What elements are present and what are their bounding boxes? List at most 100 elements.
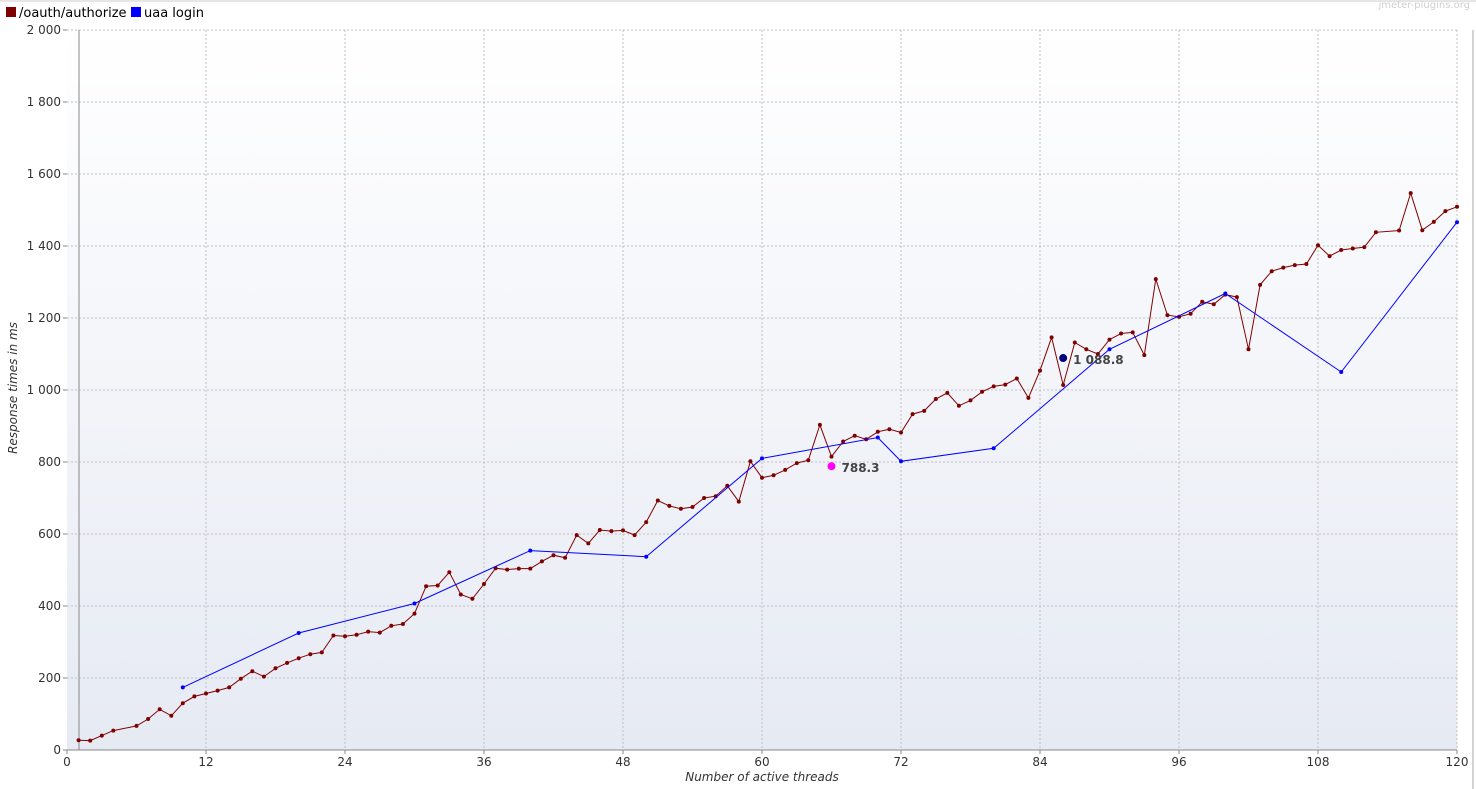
data-point-oauth-authorize[interactable]: [88, 738, 93, 743]
data-point-oauth-authorize[interactable]: [285, 660, 290, 665]
data-point-oauth-authorize[interactable]: [1373, 230, 1378, 235]
data-point-oauth-authorize[interactable]: [1408, 191, 1413, 196]
data-point-oauth-authorize[interactable]: [621, 528, 625, 533]
data-point-oauth-authorize[interactable]: [76, 738, 81, 743]
data-point-oauth-authorize[interactable]: [389, 623, 394, 628]
data-point-oauth-authorize[interactable]: [1234, 295, 1239, 300]
data-point-oauth-authorize[interactable]: [377, 630, 382, 635]
data-point-oauth-authorize[interactable]: [146, 717, 151, 721]
data-point-oauth-authorize[interactable]: [400, 622, 405, 626]
data-point-oauth-authorize[interactable]: [366, 629, 371, 634]
data-point-oauth-authorize[interactable]: [99, 733, 104, 738]
data-point-oauth-authorize[interactable]: [250, 669, 255, 674]
data-point-uaa-login[interactable]: [1107, 347, 1112, 352]
data-point-oauth-authorize[interactable]: [1119, 331, 1124, 336]
data-point-oauth-authorize[interactable]: [609, 529, 614, 534]
data-point-oauth-authorize[interactable]: [331, 633, 336, 638]
data-point-oauth-authorize[interactable]: [1200, 299, 1205, 304]
data-point-oauth-authorize[interactable]: [192, 694, 197, 699]
data-point-oauth-authorize[interactable]: [319, 650, 324, 655]
data-point-oauth-authorize[interactable]: [899, 430, 903, 435]
data-point-oauth-authorize[interactable]: [1072, 340, 1077, 345]
data-point-oauth-authorize[interactable]: [771, 473, 776, 478]
data-point-oauth-authorize[interactable]: [458, 592, 463, 597]
data-point-oauth-authorize[interactable]: [215, 688, 220, 693]
data-point-oauth-authorize[interactable]: [760, 475, 764, 480]
legend[interactable]: /oauth/authorize uaa login: [6, 6, 204, 21]
data-point-oauth-authorize[interactable]: [667, 503, 672, 508]
data-point-uaa-login[interactable]: [1223, 291, 1228, 296]
data-point-oauth-authorize[interactable]: [261, 674, 266, 679]
data-point-oauth-authorize[interactable]: [933, 397, 938, 401]
data-point-oauth-authorize[interactable]: [1211, 302, 1216, 307]
data-point-oauth-authorize[interactable]: [1327, 254, 1332, 259]
data-point-oauth-authorize[interactable]: [852, 433, 857, 438]
data-point-oauth-authorize[interactable]: [505, 567, 510, 572]
data-point-oauth-authorize[interactable]: [238, 676, 243, 681]
data-point-oauth-authorize[interactable]: [308, 652, 313, 657]
data-point-oauth-authorize[interactable]: [134, 723, 139, 728]
data-point-oauth-authorize[interactable]: [794, 461, 799, 466]
data-point-oauth-authorize[interactable]: [841, 439, 846, 444]
data-point-uaa-login[interactable]: [180, 685, 185, 690]
data-point-oauth-authorize[interactable]: [157, 707, 162, 712]
data-point-oauth-authorize[interactable]: [922, 408, 927, 413]
data-point-oauth-authorize[interactable]: [829, 454, 834, 459]
data-point-oauth-authorize[interactable]: [1292, 263, 1297, 268]
data-point-oauth-authorize[interactable]: [1049, 335, 1054, 340]
data-point-oauth-authorize[interactable]: [273, 666, 278, 671]
data-point-oauth-authorize[interactable]: [1362, 245, 1367, 250]
data-point-oauth-authorize[interactable]: [204, 691, 208, 696]
data-point-oauth-authorize[interactable]: [1431, 219, 1436, 224]
data-point-oauth-authorize[interactable]: [632, 533, 637, 538]
data-point-oauth-authorize[interactable]: [956, 403, 961, 408]
data-point-uaa-login[interactable]: [296, 631, 301, 635]
data-point-oauth-authorize[interactable]: [655, 498, 660, 503]
data-point-oauth-authorize[interactable]: [1061, 383, 1066, 387]
annotation-marker[interactable]: [1059, 354, 1068, 363]
data-point-oauth-authorize[interactable]: [690, 505, 695, 509]
data-point-oauth-authorize[interactable]: [482, 582, 486, 586]
data-point-oauth-authorize[interactable]: [1304, 262, 1309, 266]
data-point-uaa-login[interactable]: [644, 554, 649, 559]
data-point-oauth-authorize[interactable]: [574, 533, 579, 538]
data-point-oauth-authorize[interactable]: [887, 427, 892, 432]
data-point-oauth-authorize[interactable]: [539, 559, 544, 564]
data-point-oauth-authorize[interactable]: [424, 584, 429, 589]
data-point-oauth-authorize[interactable]: [1420, 228, 1425, 233]
data-point-oauth-authorize[interactable]: [180, 701, 185, 706]
annotation-marker[interactable]: [827, 462, 836, 471]
data-point-uaa-login[interactable]: [1339, 370, 1344, 374]
data-point-oauth-authorize[interactable]: [748, 459, 753, 464]
data-point-oauth-authorize[interactable]: [435, 583, 440, 588]
data-point-oauth-authorize[interactable]: [783, 467, 788, 472]
data-point-oauth-authorize[interactable]: [1107, 337, 1112, 342]
data-point-uaa-login[interactable]: [875, 435, 880, 440]
data-point-oauth-authorize[interactable]: [1339, 248, 1344, 252]
data-point-oauth-authorize[interactable]: [1443, 209, 1448, 214]
data-point-oauth-authorize[interactable]: [1095, 352, 1100, 356]
data-point-oauth-authorize[interactable]: [806, 458, 811, 463]
data-point-oauth-authorize[interactable]: [1455, 204, 1459, 209]
data-point-oauth-authorize[interactable]: [1153, 277, 1158, 282]
data-point-oauth-authorize[interactable]: [1142, 353, 1147, 358]
data-point-oauth-authorize[interactable]: [343, 634, 347, 639]
data-point-oauth-authorize[interactable]: [1130, 330, 1135, 335]
data-point-oauth-authorize[interactable]: [551, 553, 556, 558]
data-point-oauth-authorize[interactable]: [169, 713, 174, 718]
data-point-oauth-authorize[interactable]: [586, 541, 591, 546]
data-point-oauth-authorize[interactable]: [597, 528, 602, 532]
data-point-oauth-authorize[interactable]: [1084, 347, 1089, 352]
data-point-oauth-authorize[interactable]: [702, 496, 707, 500]
data-point-oauth-authorize[interactable]: [447, 570, 452, 575]
data-point-uaa-login[interactable]: [412, 601, 417, 606]
data-point-oauth-authorize[interactable]: [1269, 269, 1274, 274]
data-point-oauth-authorize[interactable]: [111, 728, 116, 733]
data-point-oauth-authorize[interactable]: [412, 611, 417, 616]
data-point-oauth-authorize[interactable]: [1258, 282, 1263, 287]
data-point-oauth-authorize[interactable]: [563, 555, 568, 560]
data-point-oauth-authorize[interactable]: [980, 389, 985, 394]
data-point-oauth-authorize[interactable]: [1038, 368, 1042, 373]
data-point-oauth-authorize[interactable]: [1026, 395, 1031, 400]
data-point-oauth-authorize[interactable]: [875, 429, 880, 434]
